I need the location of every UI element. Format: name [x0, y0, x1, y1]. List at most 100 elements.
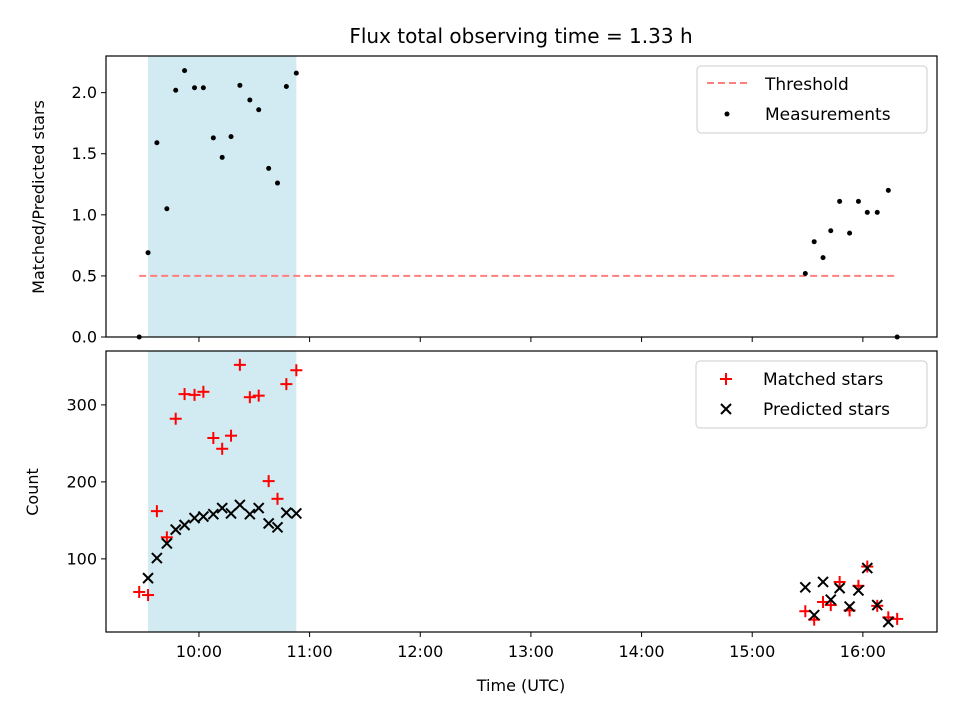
y-tick-label: 100: [66, 549, 97, 568]
legend-measurements-label: Measurements: [765, 105, 891, 125]
measurements-point: [237, 82, 243, 88]
predicted-stars-point: [280, 506, 293, 519]
measurements-point: [864, 209, 870, 215]
predicted-stars-point: [170, 523, 182, 536]
matched-stars-point: [197, 385, 210, 398]
panel-ratio-frame: [105, 55, 938, 338]
predicted-stars-point: [178, 519, 191, 531]
matched-stars-point: [861, 560, 874, 573]
matched-stars-point: [252, 389, 265, 402]
panel-ratio-ylabel: Matched/Predicted stars: [29, 100, 48, 294]
measurements-point: [837, 198, 843, 204]
measurements-point: [173, 87, 179, 93]
predicted-stars-point: [216, 502, 228, 514]
x-tick-label: 10:00: [176, 642, 222, 661]
matched-stars-point: [233, 358, 246, 371]
measurements-point: [275, 180, 281, 186]
measurements-point: [811, 239, 817, 245]
matched-stars-point: [160, 531, 173, 544]
matched-stars-point: [243, 391, 256, 404]
y-tick-label: 0.0: [72, 328, 97, 347]
predicted-stars-point: [817, 576, 829, 588]
panel-count: 100 200 300 10:00 11:00 12:00 13:00 14:00 15:00…: [23, 350, 938, 695]
predicted-stars-point: [252, 502, 265, 514]
x-tick-label: 15:00: [729, 642, 775, 661]
predicted-stars-point: [151, 552, 163, 564]
panel-ratio-legend: Threshold Measurements: [696, 65, 928, 134]
predicted-stars-point: [882, 616, 895, 628]
matched-stars-point: [150, 505, 163, 518]
measurements-point: [210, 135, 216, 141]
measurements-point: [847, 230, 853, 236]
matched-stars-point: [891, 612, 904, 625]
legend-threshold-label: Threshold: [764, 75, 849, 95]
predicted-stars-point: [244, 508, 256, 520]
legend-predicted-label: Predicted stars: [763, 400, 890, 420]
y-tick-label: 200: [66, 472, 97, 491]
predicted-stars-point: [852, 584, 865, 597]
matched-stars-point: [133, 585, 146, 598]
matched-stars-point: [142, 589, 155, 602]
matched-stars-point: [216, 442, 229, 455]
x-tick-label: 12:00: [397, 642, 443, 661]
x-tick-label: 13:00: [508, 642, 554, 661]
legend-matched-label: Matched stars: [763, 370, 883, 390]
chart-title: Flux total observing time = 1.33 h: [349, 24, 692, 48]
y-tick-label: 2.0: [72, 83, 97, 102]
measurements-point: [885, 187, 891, 193]
predicted-stars-point: [207, 508, 220, 520]
matched-stars-point: [833, 575, 846, 588]
predicted-stars-point: [142, 572, 154, 584]
predicted-stars-point: [234, 499, 246, 511]
predicted-stars-point: [290, 507, 303, 520]
predicted-stars-point: [161, 537, 173, 550]
measurements-point: [828, 228, 834, 234]
measurements-point: [855, 198, 861, 204]
shaded-interval: [148, 351, 297, 632]
measurements-point: [283, 84, 289, 90]
matched-stars-point: [280, 378, 293, 391]
legend-predicted-swatch: [720, 403, 732, 415]
measurements-point: [164, 206, 170, 212]
matched-stars-point: [262, 475, 275, 488]
y-tick-label: 1.5: [72, 144, 97, 163]
legend-measurements-swatch: [724, 111, 730, 117]
x-axis-label: Time (UTC): [476, 676, 565, 695]
predicted-stars-point: [188, 512, 201, 524]
panel-count-ylabel: Count: [23, 468, 42, 516]
predicted-stars-point: [271, 521, 284, 534]
predicted-stars-point: [262, 517, 275, 530]
matched-stars-point: [207, 431, 220, 444]
predicted-stars-point: [833, 582, 846, 594]
measurements-point: [145, 250, 151, 256]
measurements-point: [192, 85, 198, 91]
measurements-point: [802, 270, 808, 276]
measurements-point: [228, 134, 234, 140]
x-tick-label: 16:00: [840, 642, 886, 661]
measurements-point: [219, 154, 225, 160]
predicted-stars-point: [871, 599, 883, 611]
predicted-stars-point: [861, 562, 873, 574]
y-tick-label: 1.0: [72, 205, 97, 224]
predicted-stars-point: [808, 609, 820, 621]
measurements-point: [266, 165, 272, 171]
matched-stars-point: [271, 492, 284, 505]
measurements-point: [293, 70, 299, 76]
panel-count-frame: [105, 350, 938, 633]
matched-stars-point: [169, 412, 182, 425]
x-tick-label: 11:00: [287, 642, 333, 661]
predicted-stars-point: [197, 510, 210, 523]
matched-stars-point: [817, 595, 830, 608]
matched-stars-point: [290, 364, 303, 377]
measurements-point: [256, 107, 262, 113]
matched-stars-point: [188, 388, 201, 401]
legend-matched-swatch: [720, 373, 732, 385]
measurements-point: [247, 97, 253, 103]
predicted-stars-point: [825, 593, 837, 606]
predicted-stars-point: [843, 600, 856, 613]
y-tick-label: 300: [66, 395, 97, 414]
measurements-point: [154, 140, 160, 146]
shaded-interval: [148, 56, 297, 337]
panel-ratio: 0.00.51.01.52.0 Matched/Predicted stars …: [29, 55, 938, 347]
